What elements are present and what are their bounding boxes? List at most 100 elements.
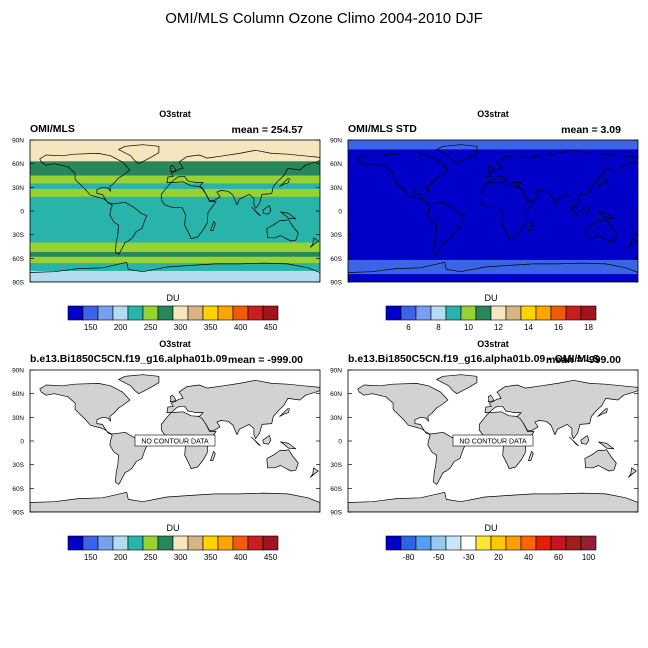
colorbar-tick-label: 14 [524, 323, 533, 332]
contour-band [30, 270, 320, 282]
colorbar-swatch [262, 535, 279, 551]
coastline-australia [266, 449, 299, 472]
contour-band [348, 149, 638, 261]
map-area [30, 370, 320, 512]
coastline-north-america [39, 383, 131, 435]
colorbar-tick-label: 250 [144, 323, 158, 332]
page-title: OMI/MLS Column Ozone Climo 2004-2010 DJF [165, 10, 483, 27]
coastline-madagascar [528, 220, 534, 232]
colorbar-swatch [475, 535, 492, 551]
colorbar-tick-label: 16 [554, 323, 563, 332]
coastline-japan [279, 408, 290, 417]
coastline-japan [279, 178, 290, 187]
lat-tick-label: 90S [12, 280, 24, 287]
map-panel-model: O3strat b.e13.Bi1850C5CN.f19_g16.alpha01b… [0, 335, 321, 585]
colorbar-swatch [580, 305, 597, 321]
coastline-new-guinea [280, 441, 297, 450]
colorbar-tick-label: 40 [524, 553, 533, 562]
coastline-sumatra [569, 436, 579, 447]
lat-tick-label: 60S [330, 256, 342, 263]
colorbar-swatch [187, 535, 204, 551]
colorbar-swatch [157, 535, 174, 551]
lat-tick-label: 0 [20, 209, 24, 216]
coastline-eurasia [484, 379, 638, 439]
coastline-new-zealand [627, 467, 637, 478]
coastline-greenland [436, 374, 478, 395]
colorbar-swatch [535, 535, 552, 551]
lat-tick-label: 30N [12, 415, 24, 422]
coastline-north-america [357, 153, 449, 205]
coastline-new-guinea [598, 211, 615, 220]
colorbar-swatch [202, 305, 219, 321]
left-title: OMI/MLS [30, 123, 75, 135]
colorbar-swatch [520, 535, 537, 551]
contour-band [348, 274, 638, 282]
colorbar-tick-label: 200 [114, 553, 128, 562]
coastline-british-isles [487, 394, 495, 402]
contour-band [30, 188, 320, 198]
colorbar-swatch [445, 535, 462, 551]
lat-tick-label: 30S [12, 232, 24, 239]
lat-tick-label: 30N [330, 415, 342, 422]
map-area [348, 140, 638, 282]
map-panel-model-minus-obs: O3strat b.e13.Bi1850C5CN.f19_g16.alpha01b… [318, 335, 639, 585]
map-chart-svg: O3strat b.e13.Bi1850C5CN.f19_g16.alpha01b… [330, 339, 639, 562]
lat-tick-label: 30N [12, 185, 24, 192]
coastline-new-zealand [309, 467, 319, 478]
colorbar-swatch [262, 305, 279, 321]
colorbar-swatch [385, 305, 402, 321]
center-title: O3strat [159, 109, 191, 119]
colorbar-swatch [67, 535, 84, 551]
center-title: O3strat [159, 339, 191, 349]
lat-tick-label: 90S [12, 510, 24, 517]
right-title: mean = 3.09 [561, 124, 621, 136]
coastline-south-america [109, 201, 148, 255]
colorbar-swatch [505, 535, 522, 551]
colorbar-swatch [550, 535, 567, 551]
lat-tick-label: 30S [12, 462, 24, 469]
coastline-eurasia [484, 149, 638, 209]
lat-tick-label: 60S [12, 256, 24, 263]
colorbar-swatch [565, 535, 582, 551]
colorbar-tick-label: 250 [144, 553, 158, 562]
colorbar-swatch [142, 535, 159, 551]
colorbar-swatch [385, 535, 402, 551]
colorbar-swatch [97, 535, 114, 551]
center-title: O3strat [477, 109, 509, 119]
colorbar-swatch [217, 305, 234, 321]
colorbar-swatch [400, 305, 417, 321]
colorbar-swatch [127, 535, 144, 551]
lat-tick-label: 60N [12, 161, 24, 168]
colorbar-swatch [445, 305, 462, 321]
lat-tick-label: 60N [12, 391, 24, 398]
colorbar-swatch [460, 305, 477, 321]
lat-tick-label: 0 [338, 209, 342, 216]
colorbar-tick-label: 150 [84, 553, 98, 562]
coastline-greenland [436, 144, 478, 165]
left-title: b.e13.Bi1850C5CN.f19_g16.alpha01b.09 - O… [348, 353, 600, 365]
right-title: mean = 254.57 [231, 124, 303, 136]
colorbar-swatch [400, 535, 417, 551]
colorbar-label: DU [167, 293, 180, 303]
coastline-greenland [118, 144, 160, 165]
lat-tick-label: 30S [330, 232, 342, 239]
colorbar-tick-label: 450 [264, 553, 278, 562]
colorbar-tick-label: -50 [433, 553, 445, 562]
colorbar-tick-label: 300 [174, 323, 188, 332]
map-chart-svg: O3strat OMI/MLS STD mean = 3.09 90N 60N 30N 0 3… [330, 109, 639, 332]
colorbar-swatch [520, 305, 537, 321]
coastline-antarctica-coast [30, 261, 320, 282]
coastline-new-guinea [280, 211, 297, 220]
contour-band [30, 183, 320, 190]
contour-band [30, 175, 320, 184]
colorbar-tick-label: 8 [436, 323, 441, 332]
coastline-madagascar [210, 450, 216, 462]
colorbar-tick-label: 150 [84, 323, 98, 332]
contour-band [348, 140, 638, 150]
coastline-japan [597, 178, 608, 187]
colorbar-swatch [490, 535, 507, 551]
map-panel-omi-mls: O3strat OMI/MLS mean = 254.57 90N 60N 30N 0 30S… [0, 105, 321, 355]
coastline-borneo [580, 205, 590, 215]
colorbar-swatch [415, 305, 432, 321]
colorbar-swatch [475, 305, 492, 321]
